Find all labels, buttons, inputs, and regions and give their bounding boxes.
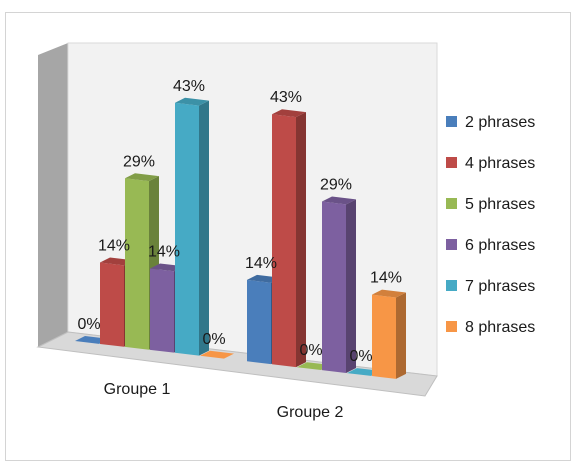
data-label: 29% [320,177,352,194]
bar-top [175,97,209,106]
data-labels-layer: 0% 14% 14% 43% 29% 0% 14% 29% 43% 0% 0% 14% [77,78,402,365]
bar-front [247,279,271,365]
bar-front [175,102,199,356]
legend-item: 6 phrases [446,237,535,254]
legend-swatch [446,198,457,209]
bar-flat [200,350,234,359]
bar-8-phrases-Groupe-2 [372,289,406,379]
category-labels-layer: Groupe 1 Groupe 2 [104,381,344,421]
legend-label: 4 phrases [465,155,535,172]
legend-item: 4 phrases [446,155,535,172]
data-label: 0% [299,342,322,359]
data-label: 0% [349,348,372,365]
legend-item: 5 phrases [446,196,535,213]
bar-front [322,201,346,373]
bar-4-phrases-Groupe-2 [272,109,306,368]
legend-swatch [446,280,457,291]
data-label: 43% [173,78,205,95]
bar-front [100,262,124,347]
bar-side [199,100,209,356]
legend-swatch [446,321,457,332]
data-label: 14% [245,255,277,272]
data-label: 0% [202,331,225,348]
legend-item: 7 phrases [446,278,535,295]
bar-front [272,114,296,368]
data-label: 14% [370,270,402,287]
data-label: 14% [148,243,180,260]
bar-side [296,112,306,368]
legend-swatch [446,157,457,168]
bar-top [372,289,406,298]
data-label: 29% [123,153,155,170]
legend-label: 8 phrases [465,319,535,336]
legend-label: 2 phrases [465,114,535,131]
data-label: 14% [98,238,130,255]
legend-swatch [446,239,457,250]
legend-label: 5 phrases [465,196,535,213]
bar-top [272,109,306,118]
data-label: 43% [270,89,302,106]
legend-label: 6 phrases [465,237,535,254]
bar-top [125,173,159,182]
bar-front [125,178,149,350]
side-wall [38,43,68,347]
legend: 2 phrases 4 phrases 5 phrases 6 phrases 7 ph… [446,114,535,336]
data-label: 0% [77,316,100,333]
bars-layer [75,97,406,379]
bar-front [150,268,174,353]
bar-top [322,196,356,205]
category-label: Groupe 2 [277,404,344,421]
legend-swatch [446,116,457,127]
bar-7-phrases-Groupe-1 [175,97,209,356]
legend-item: 2 phrases [446,114,535,131]
legend-label: 7 phrases [465,278,535,295]
bar-6-phrases-Groupe-2 [322,196,356,373]
legend-item: 8 phrases [446,319,535,336]
bar-front [372,294,396,379]
category-label: Groupe 1 [104,381,171,398]
bar-8-phrases-Groupe-1 [200,350,234,359]
bar-side [396,292,406,379]
bar-side [346,199,356,373]
